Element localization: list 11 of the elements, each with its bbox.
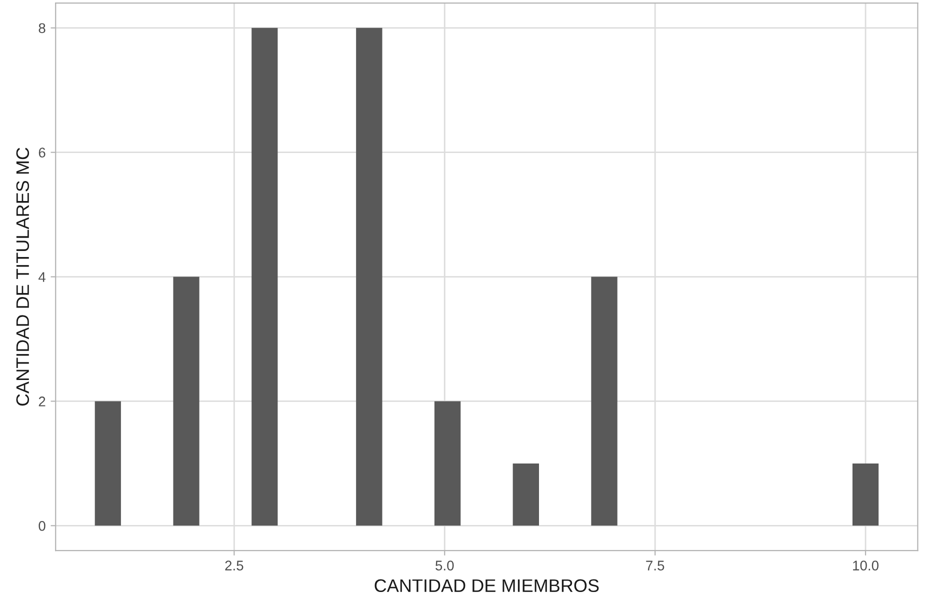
x-tick-label: 10.0 xyxy=(853,560,879,570)
x-tick-label: 5.0 xyxy=(436,560,454,570)
y-tick-label: 4 xyxy=(38,272,46,282)
y-axis-title: CANTIDAD DE TITULARES MC xyxy=(16,148,30,406)
y-tick-label: 6 xyxy=(38,148,46,158)
y-tick-label: 0 xyxy=(38,520,46,531)
y-tick-label: 8 xyxy=(38,23,46,34)
x-axis-title: CANTIDAD DE MIEMBROS xyxy=(374,579,599,592)
y-tick-label: 2 xyxy=(38,396,46,406)
x-tick-label: 2.5 xyxy=(225,560,244,570)
x-tick-label: 7.5 xyxy=(646,560,664,570)
